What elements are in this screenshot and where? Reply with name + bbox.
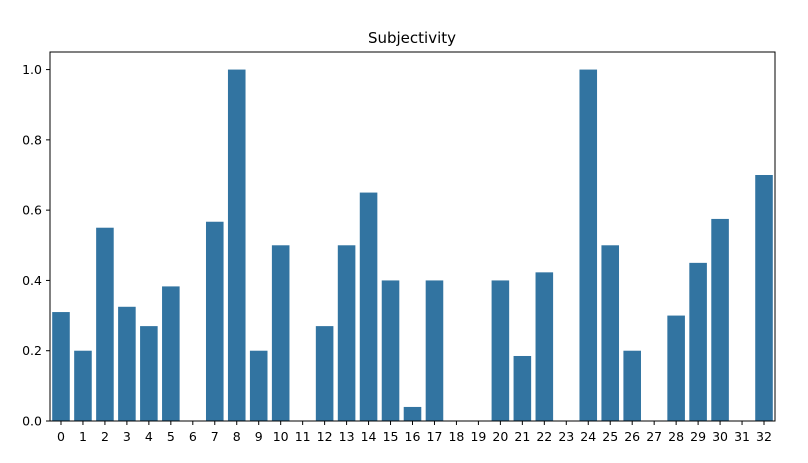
x-tick-label: 17	[427, 429, 443, 444]
bar-8	[227, 69, 246, 422]
bar-16	[403, 406, 422, 421]
bar-1	[74, 350, 92, 421]
bars-group	[52, 69, 773, 422]
x-tick-label: 16	[405, 429, 421, 444]
bar-14	[359, 192, 378, 421]
y-tick-label: 0.4	[22, 273, 42, 288]
y-tick-label: 0.2	[22, 343, 42, 358]
x-tick-label: 1	[79, 429, 87, 444]
y-tick-label: 0.0	[22, 414, 42, 429]
x-tick-label: 29	[690, 429, 706, 444]
x-tick-label: 32	[756, 429, 772, 444]
bar-12	[315, 326, 334, 421]
bar-32	[755, 175, 773, 421]
x-tick-label: 2	[101, 429, 109, 444]
y-axis: 0.0 0.2 0.4 0.6 0.8 1.0	[22, 62, 50, 429]
x-tick-label: 25	[602, 429, 618, 444]
x-tick-label: 5	[167, 429, 175, 444]
x-tick-label: 18	[448, 429, 464, 444]
x-tick-label: 22	[536, 429, 552, 444]
chart-title: Subjectivity	[368, 29, 456, 47]
x-tick-label: 14	[361, 429, 377, 444]
bar-24	[579, 69, 598, 422]
bar-17	[425, 280, 444, 421]
x-tick-label: 6	[189, 429, 197, 444]
y-tick-label: 0.6	[22, 203, 42, 218]
x-tick-label: 23	[558, 429, 574, 444]
x-tick-label: 19	[470, 429, 486, 444]
bar-22	[535, 272, 554, 421]
x-tick-label: 0	[57, 429, 65, 444]
bar-30	[711, 218, 729, 421]
bar-15	[381, 280, 400, 421]
x-tick-label: 31	[734, 429, 750, 444]
x-axis: 0 1 2 3 4 5 6 7 8 9 10 11 12 13 14 15 16 17 18 19 20 21 22 23 24…	[57, 421, 772, 444]
x-tick-label: 30	[712, 429, 728, 444]
x-tick-label: 24	[580, 429, 596, 444]
plot-frame	[49, 51, 776, 422]
y-tick-label: 1.0	[22, 62, 42, 77]
bar-3	[118, 306, 136, 421]
x-tick-label: 27	[646, 429, 662, 444]
x-tick-label: 4	[145, 429, 153, 444]
x-tick-label: 3	[123, 429, 131, 444]
x-tick-label: 15	[383, 429, 399, 444]
bar-25	[601, 245, 620, 421]
bar-28	[667, 315, 685, 421]
bar-4	[140, 326, 158, 421]
bar-0	[52, 312, 70, 421]
x-tick-label: 28	[668, 429, 684, 444]
bar-29	[689, 262, 707, 421]
x-tick-label: 10	[273, 429, 289, 444]
bar-2	[96, 227, 114, 421]
bar-26	[623, 350, 641, 421]
bar-9	[249, 350, 268, 421]
x-tick-label: 26	[624, 429, 640, 444]
bar-5	[162, 286, 180, 421]
x-tick-label: 20	[492, 429, 508, 444]
x-tick-label: 13	[339, 429, 355, 444]
x-tick-label: 12	[317, 429, 333, 444]
bar-7	[205, 221, 224, 421]
x-tick-label: 8	[233, 429, 241, 444]
x-tick-label: 7	[211, 429, 219, 444]
y-tick-label: 0.8	[22, 132, 42, 147]
x-tick-label: 21	[514, 429, 530, 444]
bar-20	[491, 280, 510, 421]
x-tick-label: 9	[255, 429, 263, 444]
bar-21	[513, 355, 532, 421]
bar-10	[271, 245, 290, 421]
bar-13	[337, 245, 356, 421]
x-tick-label: 11	[295, 429, 311, 444]
